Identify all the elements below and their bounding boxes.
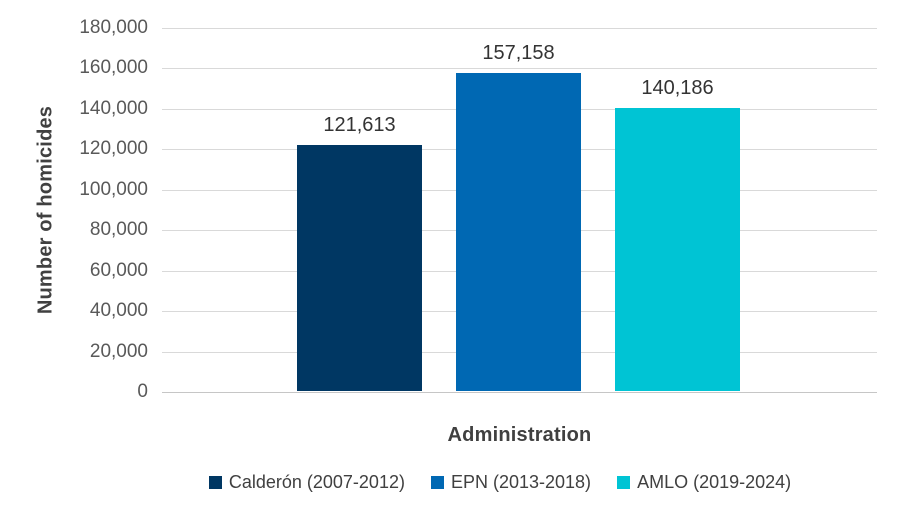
legend-swatch-calderon	[208, 476, 222, 489]
y-tick-label: 140,000	[79, 97, 148, 119]
x-axis-title: Administration	[447, 424, 592, 446]
y-tick-label: 60,000	[89, 259, 148, 281]
y-tick-label: 120,000	[79, 138, 148, 160]
y-tick-label: 40,000	[89, 300, 148, 322]
legend-swatch-amlo	[617, 476, 631, 489]
legend-item-amlo: AMLO (2019-2024)	[617, 472, 791, 493]
legend-item-calderon: Calderón (2007-2012)	[208, 472, 405, 493]
y-tick-label: 0	[137, 381, 148, 402]
bar-3	[615, 107, 740, 391]
data-label: 121,613	[323, 114, 396, 137]
bar-2	[456, 73, 581, 391]
legend-label: AMLO (2019-2024)	[637, 472, 792, 492]
plot-area: 121,613 157,158 140,186	[162, 28, 877, 393]
y-tick-label: 180,000	[79, 17, 148, 38]
y-axis-title: Number of homicides	[34, 105, 57, 315]
legend-label: EPN (2013-2018)	[450, 472, 592, 492]
gridline	[162, 28, 877, 29]
y-tick-label: 100,000	[79, 178, 148, 200]
gridline	[162, 68, 877, 70]
y-tick-label: 20,000	[89, 340, 148, 362]
data-label: 157,158	[482, 42, 555, 65]
y-tick-label: 80,000	[89, 219, 148, 241]
x-axis-line	[162, 392, 877, 393]
legend-item-epn: EPN (2013-2018)	[430, 472, 592, 493]
y-tick-label: 160,000	[79, 57, 148, 79]
bar-1	[297, 145, 422, 391]
data-label: 140,186	[641, 76, 714, 99]
legend-swatch-epn	[430, 476, 444, 489]
legend: Calderón (2007-2012) EPN (2013-2018) AML…	[120, 472, 880, 493]
legend-label: Calderón (2007-2012)	[228, 472, 405, 492]
